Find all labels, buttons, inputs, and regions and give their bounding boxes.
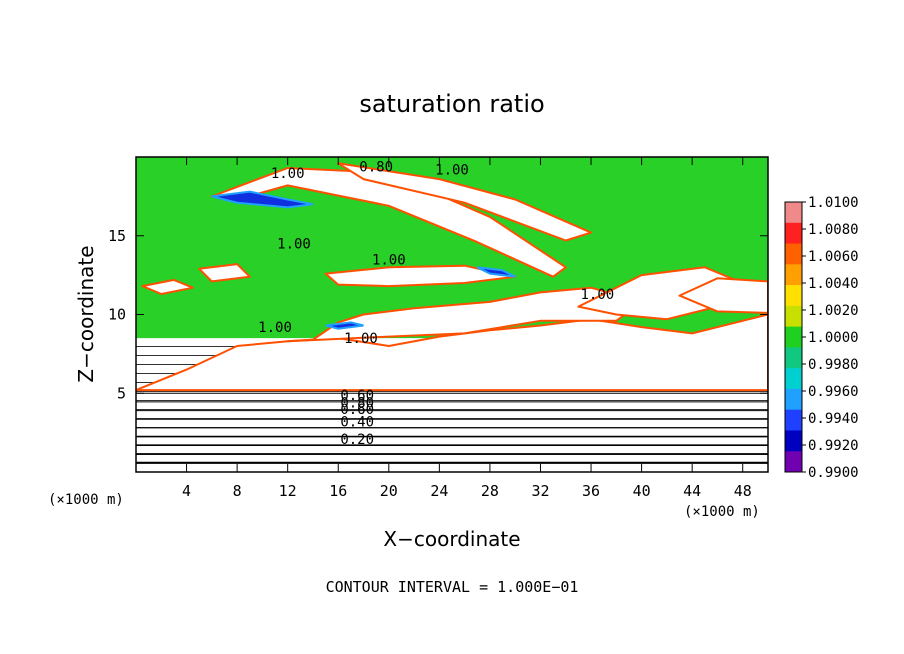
clear-patch-2 (324, 264, 517, 288)
contour-label: 1.00 (372, 252, 406, 268)
y-unit-label: (×1000 m) (48, 492, 124, 508)
clear-patch-7 (141, 278, 194, 295)
subsaturated-streak-1 (476, 266, 516, 278)
colorbar-swatch (785, 202, 802, 224)
subsaturated-streak-2 (325, 321, 364, 330)
x-unit-label: (×1000 m) (684, 504, 760, 520)
y-axis-ticks: 5 10 15 (108, 227, 768, 402)
x-tick-label: 16 (329, 482, 347, 500)
x-tick-label: 24 (430, 482, 448, 500)
colorbar-swatch (785, 222, 802, 245)
colorbar-swatch (785, 243, 802, 265)
clear-patch-0 (136, 313, 768, 392)
subsaturated-streak-0 (211, 190, 314, 209)
colorbar-label: 1.0020 (808, 303, 859, 319)
x-tick-label: 44 (683, 482, 701, 500)
y-axis-label: Z−coordinate (74, 245, 98, 382)
colorbar-label: 0.9900 (808, 465, 859, 481)
colorbar-label: 1.0100 (808, 195, 859, 211)
contour-label: 1.00 (258, 320, 292, 336)
x-axis-label: X−coordinate (383, 527, 520, 551)
contour-label: 1.00 (581, 287, 615, 303)
colorbar-labels: 1.0100 1.0080 1.0060 1.0040 1.0020 1.0000 0.99… (802, 195, 859, 481)
x-tick-label: 20 (380, 482, 398, 500)
colorbar-swatch (785, 347, 802, 369)
regions-layer (136, 162, 768, 472)
colorbar-label: 1.0080 (808, 222, 859, 238)
contour-label: 1.00 (344, 331, 378, 347)
colorbar-swatch (785, 409, 802, 431)
contour-labels-layer: 0.200.400.600.800.601.001.001.001.001.00… (258, 159, 615, 448)
contour-label: 0.40 (340, 415, 374, 431)
colorbar-label: 1.0060 (808, 249, 859, 265)
contour-label: 0.80 (340, 396, 374, 412)
plot-area (136, 157, 768, 472)
x-tick-label: 4 (182, 482, 191, 500)
x-tick-label: 12 (279, 482, 297, 500)
contour-interval-note: CONTOUR INTERVAL = 1.000E−01 (326, 578, 579, 596)
contour-label: 1.00 (277, 237, 311, 253)
colorbar-label: 0.9960 (808, 384, 859, 400)
contour-label: 0.20 (340, 432, 374, 448)
contour-label: 0.60 (340, 402, 374, 418)
clear-patch-5 (337, 162, 592, 242)
chart-title: saturation ratio (359, 90, 544, 118)
x-tick-label: 40 (633, 482, 651, 500)
colorbar-label: 1.0000 (808, 330, 859, 346)
x-tick-label: 32 (531, 482, 549, 500)
y-tick-label: 10 (108, 306, 126, 324)
contour-label: 0.60 (340, 388, 374, 404)
contour-lines-layer (136, 392, 768, 464)
colorbar-label: 1.0040 (808, 276, 859, 292)
colorbar-label: 0.9980 (808, 357, 859, 373)
x-tick-label: 48 (734, 482, 752, 500)
colorbar-swatch (785, 264, 802, 286)
colorbar-label: 0.9920 (808, 438, 859, 454)
colorbar (784, 201, 803, 473)
colorbar-swatch (785, 430, 802, 452)
x-tick-label: 28 (481, 482, 499, 500)
colorbar-swatch (785, 451, 802, 473)
x-tick-label: 36 (582, 482, 600, 500)
y-tick-label: 5 (117, 384, 126, 402)
colorbar-swatch (785, 305, 802, 328)
contour-label: 1.00 (435, 163, 469, 179)
contour-label: 0.80 (359, 159, 393, 175)
colorbar-label: 0.9940 (808, 411, 859, 427)
y-tick-label: 15 (108, 227, 126, 245)
clear-patch-1 (286, 286, 643, 343)
clear-patch-8 (678, 277, 768, 314)
clear-patch-6 (198, 263, 251, 283)
colorbar-swatch (785, 368, 802, 390)
colorbar-swatch (785, 388, 802, 411)
contour-label: 1.00 (271, 166, 305, 182)
x-axis-ticks: 4 8 12 16 20 24 28 32 36 40 44 48 (182, 157, 752, 500)
x-tick-label: 8 (233, 482, 242, 500)
colorbar-swatch (785, 285, 802, 307)
colorbar-swatch (785, 326, 802, 348)
